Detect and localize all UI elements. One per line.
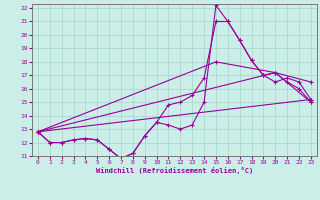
X-axis label: Windchill (Refroidissement éolien,°C): Windchill (Refroidissement éolien,°C) bbox=[96, 167, 253, 174]
